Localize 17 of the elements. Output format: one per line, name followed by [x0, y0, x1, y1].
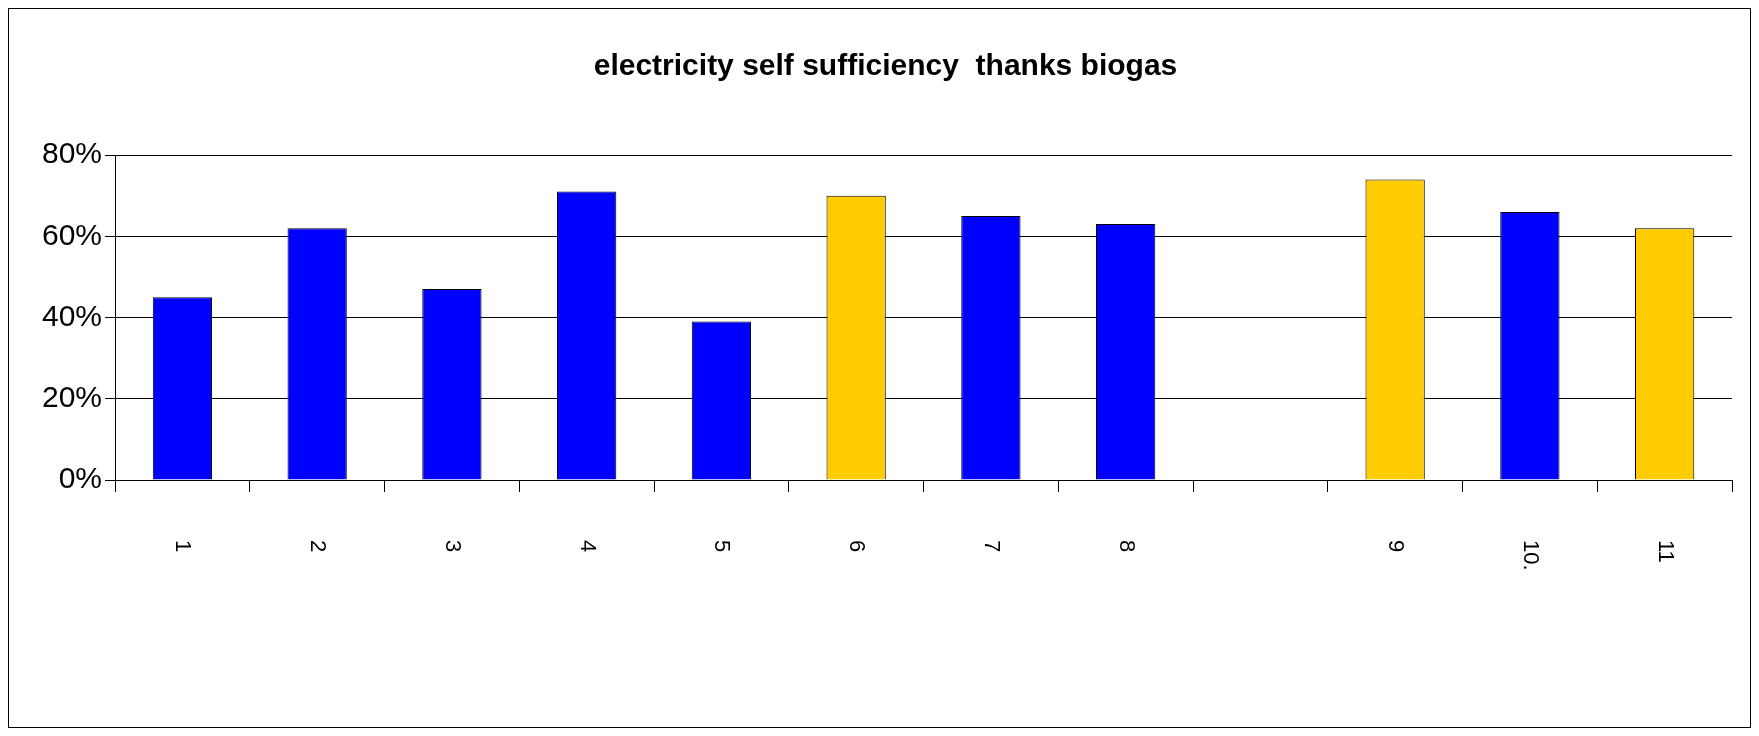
x-tick-label: 7: [979, 540, 1005, 553]
x-tick-label: 10.: [1518, 540, 1544, 571]
x-tick-label: 4: [575, 540, 601, 553]
x-tick-label: 11: [1653, 540, 1679, 563]
y-tick-label: 20%: [42, 380, 103, 414]
x-tick-label: 2: [306, 540, 332, 553]
y-tick-label: 60%: [42, 217, 103, 251]
chart-title: electricity self sufficiency thanks biogas: [593, 48, 1178, 82]
y-tick-label: 40%: [42, 298, 103, 332]
x-tick-label: 6: [845, 540, 871, 553]
x-tick-label: 3: [440, 540, 466, 553]
x-tick-label: 5: [710, 540, 736, 553]
x-tick-label: 9: [1384, 540, 1410, 553]
x-tick-label: 8: [1114, 540, 1140, 553]
y-tick-label: 80%: [42, 136, 103, 170]
x-tick-label: 1: [171, 540, 197, 553]
y-tick-label: 0%: [58, 461, 103, 495]
